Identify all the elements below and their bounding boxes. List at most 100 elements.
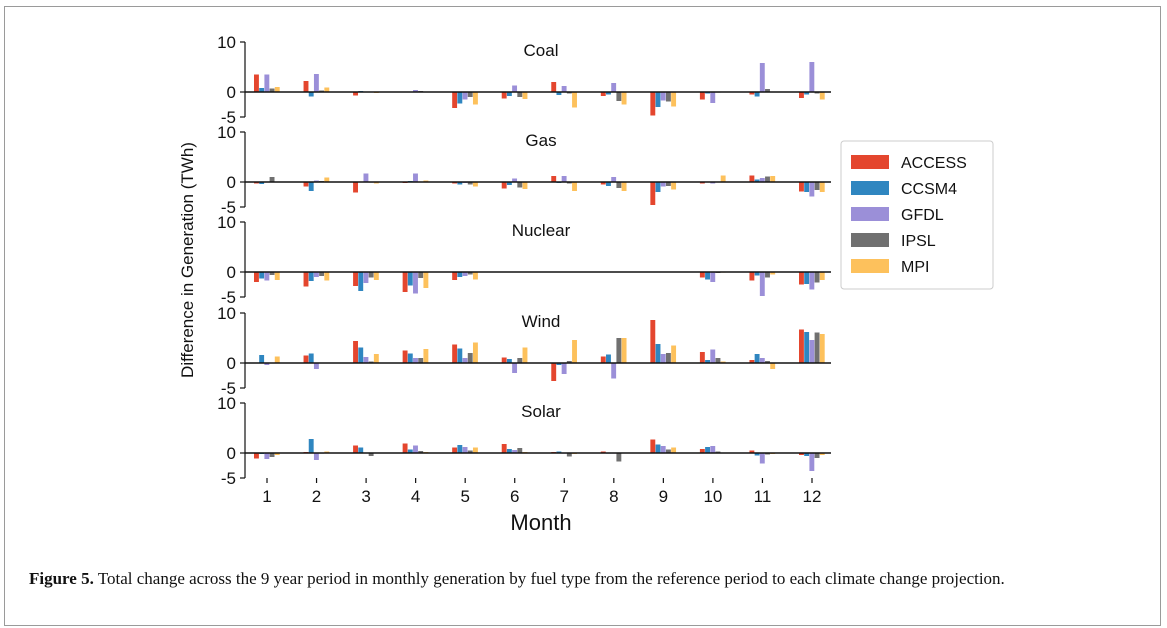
legend-label-mpi: MPI [901,259,929,276]
bar-wind-gfdl-m5 [462,358,468,363]
bar-wind-ccsm4-m12 [804,332,810,363]
bar-nuclear-mpi-m5 [472,272,478,280]
bar-nuclear-gfdl-m1 [264,272,270,281]
bar-coal-gfdl-m8 [611,83,617,92]
bar-coal-ccsm4-m11 [754,92,760,97]
bar-coal-ccsm4-m12 [804,92,810,95]
bar-nuclear-gfdl-m10 [710,272,716,282]
figure-caption-text: Total change across the 9 year period in… [97,569,1005,588]
bar-gas-mpi-m12 [819,182,825,192]
bar-wind-gfdl-m10 [710,349,716,363]
y-tick-label-gas: 10 [217,123,236,142]
y-tick-label-solar: 0 [227,444,236,463]
bar-solar-ccsm4-m10 [705,447,711,453]
bar-coal-gfdl-m1 [264,74,270,92]
bar-solar-ccsm4-m2 [308,439,314,453]
bar-gas-gfdl-m6 [512,178,518,182]
bar-gas-mpi-m9 [671,182,677,190]
panel-title-gas: Gas [525,131,556,150]
x-tick-label: 11 [754,487,772,506]
bar-wind-gfdl-m1 [264,363,270,365]
bar-wind-mpi-m12 [819,334,825,363]
bar-solar-access-m3 [353,445,358,453]
bar-solar-gfdl-m11 [759,453,765,464]
bar-coal-gfdl-m11 [759,63,765,92]
legend-swatch-access [851,155,889,169]
bar-wind-ipsl-m9 [665,353,671,363]
bar-wind-mpi-m1 [274,356,280,363]
x-tick-label: 1 [262,487,271,506]
bar-gas-access-m11 [749,175,755,182]
panel-title-wind: Wind [522,312,561,331]
bar-wind-mpi-m8 [621,338,627,363]
bar-gas-mpi-m11 [770,176,776,182]
bar-gas-mpi-m2 [324,177,330,182]
y-tick-label-gas: -5 [221,198,236,217]
bar-coal-mpi-m12 [819,92,825,100]
bar-nuclear-gfdl-m5 [462,272,468,276]
bar-coal-access-m9 [650,92,656,116]
bar-solar-mpi-m12 [819,453,825,455]
x-tick-label: 4 [411,487,420,506]
bar-coal-access-m12 [799,92,804,98]
bar-gas-access-m3 [353,182,358,193]
bar-solar-access-m12 [799,453,804,455]
bar-coal-access-m2 [303,81,309,92]
legend-swatch-gfdl [851,207,889,221]
bar-solar-ccsm4-m12 [804,453,810,456]
bar-gas-gfdl-m11 [759,178,765,182]
bar-wind-access-m3 [353,341,358,363]
bar-coal-ccsm4-m1 [259,88,265,92]
bar-gas-ccsm4-m2 [308,182,314,191]
y-tick-label-nuclear: 0 [227,263,236,282]
bar-gas-access-m12 [799,182,804,192]
x-tick-label: 8 [609,487,618,506]
bar-nuclear-access-m1 [254,272,259,282]
bar-nuclear-gfdl-m4 [413,272,418,294]
bar-gas-ipsl-m11 [765,176,770,182]
bar-wind-mpi-m11 [770,363,776,369]
bar-solar-gfdl-m10 [710,446,716,453]
bar-solar-gfdl-m5 [462,447,468,453]
y-tick-label-solar: -5 [221,469,236,488]
bar-coal-mpi-m6 [522,92,528,99]
bar-solar-ipsl-m8 [616,453,622,462]
bar-coal-gfdl-m4 [413,90,418,92]
bar-coal-gfdl-m9 [660,92,666,101]
bar-gas-ipsl-m8 [616,182,622,188]
figure-caption: Figure 5. Total change across the 9 year… [29,567,1139,590]
bar-solar-gfdl-m6 [512,450,518,453]
bar-wind-ccsm4-m5 [457,348,463,363]
bar-coal-access-m11 [749,92,755,95]
legend-label-gfdl: GFDL [901,207,944,224]
bar-wind-access-m2 [303,355,309,363]
bar-wind-ccsm4-m6 [506,359,512,363]
x-tick-label: 5 [460,487,469,506]
bar-coal-gfdl-m12 [809,62,815,92]
bar-gas-ipsl-m5 [467,182,473,185]
bar-nuclear-ipsl-m5 [467,272,473,275]
panel-title-coal: Coal [524,41,559,60]
bar-nuclear-ccsm4-m11 [754,272,760,276]
bar-wind-gfdl-m4 [413,358,418,363]
bar-nuclear-ccsm4-m2 [308,272,314,281]
bar-solar-ipsl-m7 [566,453,572,457]
bar-solar-access-m5 [452,447,458,453]
bar-coal-mpi-m1 [274,87,280,92]
bar-wind-ccsm4-m9 [655,344,661,363]
bar-solar-ccsm4-m5 [457,445,463,453]
bar-wind-gfdl-m12 [809,340,815,363]
bar-coal-ccsm4-m2 [308,92,314,97]
x-axis-title: Month [510,510,571,535]
bar-solar-ipsl-m1 [269,453,275,457]
bar-solar-access-m10 [699,449,705,453]
bar-nuclear-access-m4 [402,272,408,292]
bar-solar-ipsl-m4 [418,451,424,453]
legend-swatch-mpi [851,259,889,273]
bar-coal-ipsl-m8 [616,92,622,101]
bar-wind-mpi-m9 [671,345,677,363]
bar-solar-access-m4 [402,443,408,453]
bar-coal-ccsm4-m7 [556,92,562,95]
bar-wind-gfdl-m2 [313,363,319,369]
bar-solar-gfdl-m4 [413,445,418,453]
